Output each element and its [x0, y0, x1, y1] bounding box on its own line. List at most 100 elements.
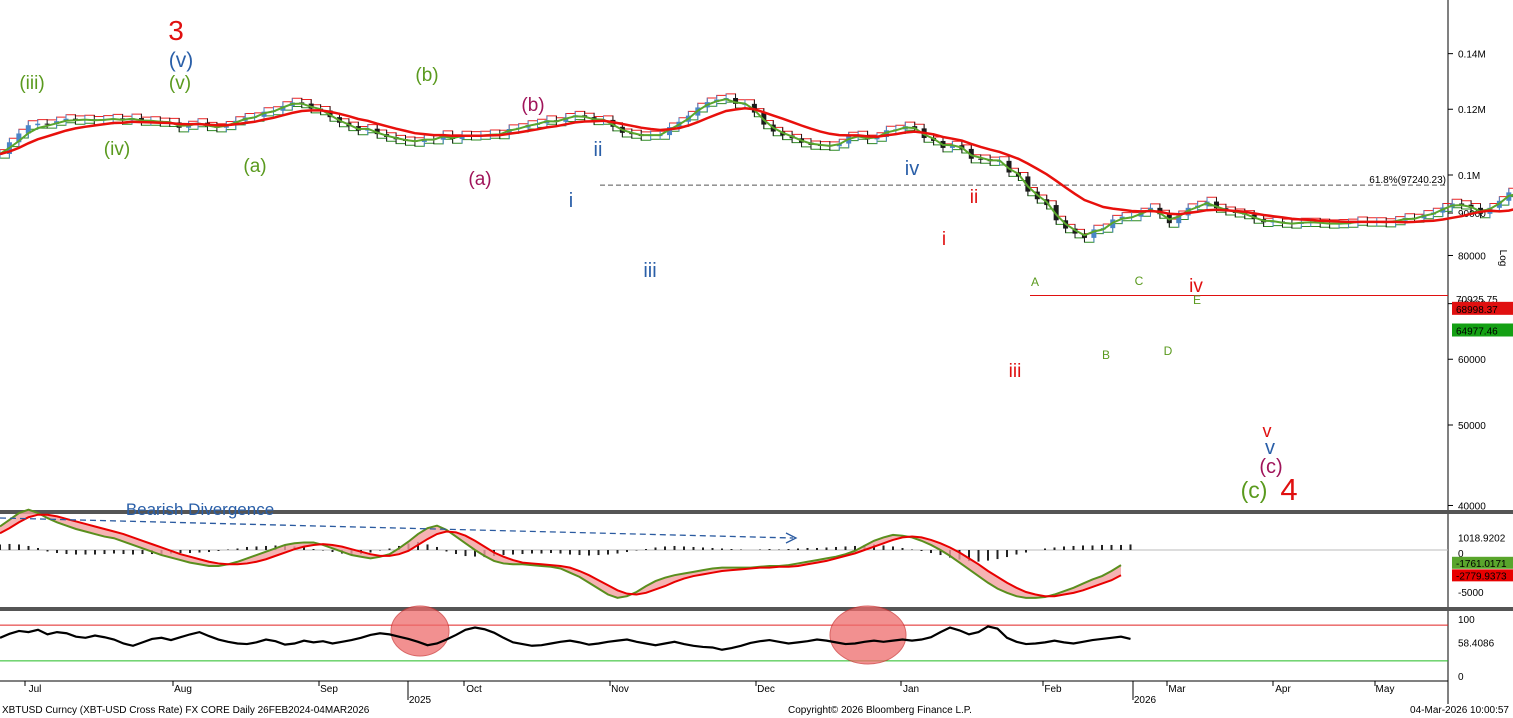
price-y-tick-label: 80000: [1458, 251, 1486, 262]
osc-value-label: -1761.0171: [1456, 559, 1507, 570]
x-tick-label: Dec: [757, 684, 775, 695]
candle-body: [44, 123, 50, 125]
wave-label-a-green: (a): [243, 156, 266, 177]
wave-label-iv-red: iv: [1189, 276, 1203, 297]
wave-label-v-red: v: [1263, 421, 1272, 441]
candle-body: [374, 128, 380, 135]
triangle-label-d: D: [1164, 344, 1173, 358]
price-badge: [1452, 323, 1513, 337]
price-y-tick-label: 0.1M: [1458, 171, 1480, 182]
rsi-panel: 100 58.4086 0: [0, 605, 1495, 683]
oscillator-panel: 1018.9202 0 -5000 -1761.0171-2779.9373: [0, 508, 1513, 599]
triangle-label-e: E: [1193, 293, 1201, 307]
rsi-highlight-circle: [829, 605, 907, 665]
x-tick-label: Jan: [903, 684, 919, 695]
price-badge-label: 70925.75: [1456, 295, 1498, 306]
fib-level-label: 61.8%(97240.23): [1369, 175, 1446, 186]
osc-red-line: [0, 513, 1122, 598]
wave-label-iii-red: iii: [1009, 361, 1022, 382]
wave-label-v-blue: (v): [169, 49, 194, 72]
wave-label-v-green: (v): [169, 73, 191, 94]
x-axis: Jul Aug Sep Oct Nov Dec Jan Feb Mar Apr May 2025 202…: [24, 681, 1395, 704]
wave-label-iv-blue: iv: [905, 158, 919, 180]
panel-separator-2: [0, 607, 1513, 611]
red-moving-average: [0, 107, 1513, 224]
rsi-y-tick-label: 0: [1458, 672, 1464, 683]
triangle-label-c: C: [1135, 274, 1144, 288]
panel-separator-1: [0, 510, 1513, 514]
osc-value-badge: [1452, 569, 1513, 582]
candle-body: [1176, 215, 1182, 224]
osc-y-tick-label: -5000: [1458, 588, 1484, 599]
footer-timestamp: 04-Mar-2026 10:00:57: [1410, 705, 1509, 716]
rsi-highlight-circle: [390, 605, 450, 657]
triangle-label-b: B: [1102, 348, 1110, 362]
rsi-line: [0, 625, 1131, 651]
x-tick-label: May: [1376, 684, 1395, 695]
price-y-tick-label: 50000: [1458, 421, 1486, 432]
wave-label-a-purple: (a): [468, 169, 491, 190]
candle-body: [733, 97, 739, 104]
candle-body: [1025, 176, 1031, 192]
rsi-y-tick-label: 58.4086: [1458, 639, 1495, 650]
candle-body: [459, 135, 465, 139]
x-tick-label: Apr: [1275, 684, 1291, 695]
osc-y-tick-label: 1018.9202: [1458, 533, 1506, 544]
footer-copyright: Copyright© 2026 Bloomberg Finance L.P.: [788, 705, 972, 716]
x-tick-label: Feb: [1044, 684, 1062, 695]
divergence-line: [0, 517, 794, 539]
wave-label-iii-green: (iii): [19, 73, 44, 94]
osc-y-tick-label: 0: [1458, 549, 1464, 560]
footer-security-description: XBTUSD Curncy (XBT-USD Cross Rate) FX CO…: [2, 705, 370, 716]
x-tick-label: Jul: [29, 684, 42, 695]
wave-label-c-green: (c): [1241, 477, 1268, 503]
wave-label-iii-blue: iii: [643, 260, 656, 282]
candle-body: [667, 127, 673, 136]
candle-body: [1053, 205, 1059, 221]
candle-body: [16, 133, 22, 143]
log-scale-label: Log: [1497, 250, 1508, 267]
price-badge: [1452, 301, 1513, 315]
wave-label-i-red: i: [942, 229, 946, 250]
footer-bar: XBTUSD Curncy (XBT-USD Cross Rate) FX CO…: [0, 704, 1513, 718]
wave-label-ii-blue: ii: [594, 139, 603, 161]
price-y-tick-label: 60000: [1458, 355, 1486, 366]
price-bands: [0, 93, 1513, 243]
candle-body: [1006, 160, 1012, 173]
moving-averages: [0, 98, 1513, 237]
candle-body: [1213, 201, 1219, 209]
candle-body: [25, 125, 31, 134]
price-y-tick-label: 0.12M: [1458, 105, 1486, 116]
x-tick-label: Sep: [320, 684, 338, 695]
price-badge-label: 68998.37: [1456, 305, 1498, 316]
x-tick-label: Mar: [1168, 684, 1186, 695]
x-year-label: 2026: [1134, 695, 1157, 704]
rsi-y-tick-label: 100: [1458, 615, 1475, 626]
x-tick-label: Oct: [466, 684, 482, 695]
price-y-tick-label: 0.14M: [1458, 50, 1486, 61]
candle-body: [949, 145, 955, 148]
triangle-label-a: A: [1031, 275, 1039, 289]
candle-body: [1091, 229, 1097, 238]
wave-label-b-purple: (b): [521, 95, 544, 116]
wave-label-ii-red: ii: [970, 187, 978, 208]
price-badge-label: 64977.46: [1456, 326, 1498, 337]
wave-label-iv-green: (iv): [104, 139, 130, 160]
candle-body: [506, 129, 512, 135]
x-tick-label: Aug: [174, 684, 192, 695]
divergence-arrowhead: [785, 532, 798, 544]
wave-label-b-green: (b): [415, 65, 438, 86]
price-y-axis: 0.14M0.12M0.1M90000800007000060000500004…: [1448, 50, 1486, 512]
wave-label-i-blue: i: [569, 190, 573, 212]
x-tick-label: Nov: [611, 684, 629, 695]
candle-body: [978, 158, 984, 160]
candle-body: [968, 148, 974, 159]
candle-body: [1459, 203, 1465, 205]
bearish-divergence-label: Bearish Divergence: [126, 500, 274, 519]
osc-green-line: [0, 508, 1122, 599]
green-moving-average: [0, 98, 1513, 237]
osc-value-badge: [1452, 556, 1513, 569]
triangle-pattern: [1030, 294, 1448, 296]
